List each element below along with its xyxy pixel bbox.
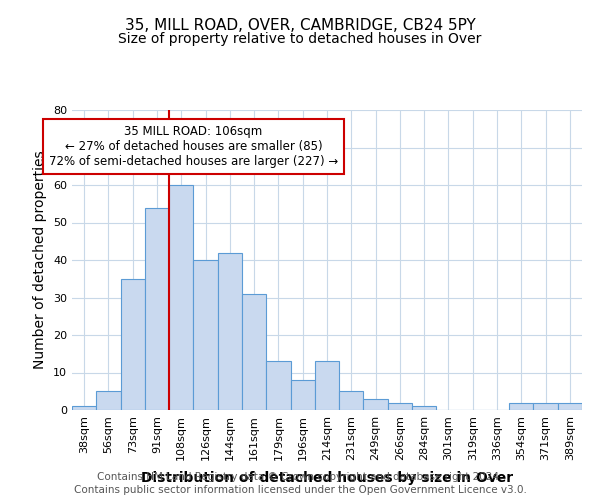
Text: Size of property relative to detached houses in Over: Size of property relative to detached ho… bbox=[118, 32, 482, 46]
Bar bbox=[509, 402, 533, 410]
Text: Contains HM Land Registry data © Crown copyright and database right 2024.: Contains HM Land Registry data © Crown c… bbox=[97, 472, 503, 482]
Bar bbox=[533, 402, 558, 410]
Bar bbox=[364, 399, 388, 410]
Text: 35 MILL ROAD: 106sqm
← 27% of detached houses are smaller (85)
72% of semi-detac: 35 MILL ROAD: 106sqm ← 27% of detached h… bbox=[49, 125, 338, 168]
Bar bbox=[388, 402, 412, 410]
Y-axis label: Number of detached properties: Number of detached properties bbox=[34, 150, 47, 370]
Bar bbox=[412, 406, 436, 410]
Bar bbox=[145, 208, 169, 410]
Bar bbox=[242, 294, 266, 410]
Bar bbox=[121, 279, 145, 410]
Text: 35, MILL ROAD, OVER, CAMBRIDGE, CB24 5PY: 35, MILL ROAD, OVER, CAMBRIDGE, CB24 5PY bbox=[125, 18, 475, 32]
Text: Contains public sector information licensed under the Open Government Licence v3: Contains public sector information licen… bbox=[74, 485, 526, 495]
Bar bbox=[290, 380, 315, 410]
Bar bbox=[315, 361, 339, 410]
Bar bbox=[558, 402, 582, 410]
Bar bbox=[72, 406, 96, 410]
Bar bbox=[218, 252, 242, 410]
Bar bbox=[339, 391, 364, 410]
X-axis label: Distribution of detached houses by size in Over: Distribution of detached houses by size … bbox=[141, 471, 513, 485]
Bar bbox=[193, 260, 218, 410]
Bar bbox=[266, 361, 290, 410]
Bar bbox=[169, 185, 193, 410]
Bar bbox=[96, 391, 121, 410]
